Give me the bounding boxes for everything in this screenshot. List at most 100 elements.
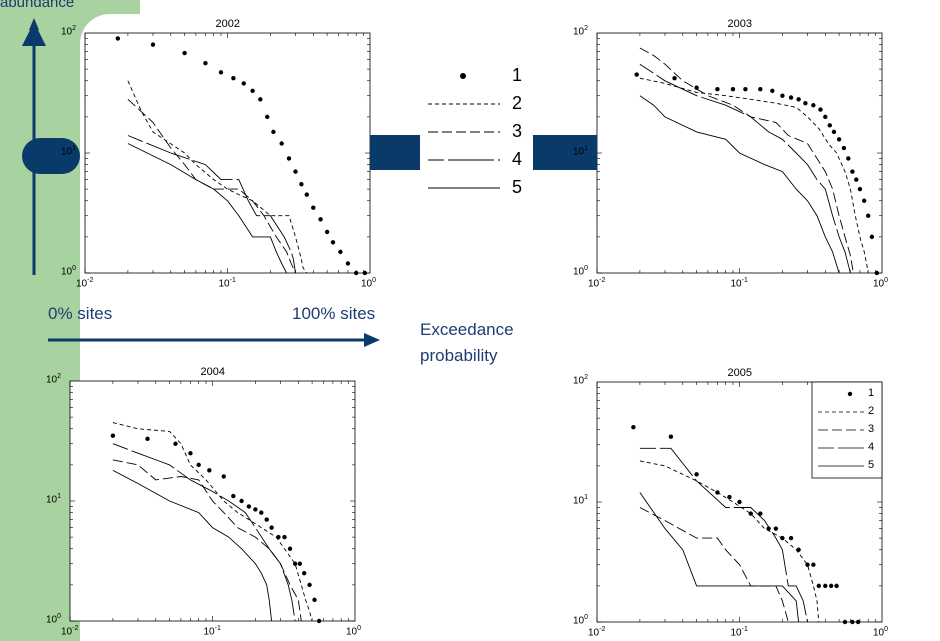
series-1-point bbox=[110, 433, 116, 438]
series-1-point bbox=[730, 87, 736, 92]
legend-dot bbox=[847, 391, 853, 397]
tick-base: 10 bbox=[46, 614, 58, 626]
panel-title-2002: 2002 bbox=[215, 18, 240, 30]
series-1-point bbox=[188, 451, 193, 456]
series-1-point bbox=[304, 192, 309, 197]
series-1-point bbox=[264, 517, 269, 522]
tick-base: 10 bbox=[218, 278, 230, 290]
tick-base: 10 bbox=[76, 278, 88, 290]
exceedance-label-line2: probability bbox=[420, 346, 498, 365]
x-tick-label: 10-2 bbox=[61, 625, 78, 637]
series-1-point bbox=[874, 270, 880, 276]
series-1-point bbox=[803, 101, 808, 106]
tick-base: 10 bbox=[873, 278, 885, 290]
series-1-point bbox=[842, 619, 848, 625]
plot-frame bbox=[84, 32, 371, 274]
series-1-point bbox=[312, 597, 317, 603]
abundance-arrow-head bbox=[29, 18, 39, 30]
y-tick-label: 102 bbox=[61, 25, 76, 37]
series-1-point bbox=[271, 129, 276, 135]
tick-base: 10 bbox=[573, 495, 585, 507]
panel-title-2005: 2005 bbox=[727, 367, 752, 379]
x-tick-label: 10-1 bbox=[219, 277, 236, 289]
tick-exp: 0 bbox=[884, 277, 889, 284]
series-1-point bbox=[823, 114, 828, 120]
tick-base: 10 bbox=[573, 375, 585, 387]
tick-base: 10 bbox=[61, 626, 73, 638]
series-1-point bbox=[218, 70, 224, 75]
hundred-percent-sites-label: 100% sites bbox=[292, 304, 376, 323]
tick-exp: -2 bbox=[72, 625, 79, 632]
series-1-point bbox=[115, 36, 121, 41]
series-1-point bbox=[841, 145, 847, 151]
annotation-arrows bbox=[22, 18, 597, 347]
legend-label-3: 3 bbox=[512, 121, 523, 141]
series-1-point bbox=[311, 205, 316, 210]
x-tick-label: 10-1 bbox=[731, 626, 748, 638]
series-1-point bbox=[758, 511, 763, 516]
series-4-line bbox=[639, 63, 851, 274]
tick-base: 10 bbox=[588, 278, 600, 290]
x-tick-label: 100 bbox=[873, 626, 888, 638]
tick-exp: -2 bbox=[87, 277, 94, 284]
chart-panel-2002 bbox=[84, 32, 371, 276]
legend-label-3: 3 bbox=[868, 423, 875, 435]
tick-base: 10 bbox=[46, 374, 58, 386]
series-1-point bbox=[737, 499, 742, 505]
series-5-line bbox=[127, 143, 287, 274]
navy-blob-center bbox=[370, 135, 420, 170]
legend-label-1: 1 bbox=[512, 65, 523, 85]
tick-exp: 2 bbox=[57, 373, 62, 380]
chart-panels bbox=[69, 32, 883, 625]
series-1-point bbox=[634, 72, 639, 77]
series-1-point bbox=[362, 270, 368, 276]
zero-percent-sites-label: 0% sites bbox=[48, 304, 113, 323]
series-1-point bbox=[239, 498, 244, 504]
legend-label-4: 4 bbox=[512, 149, 523, 169]
series-1-point bbox=[265, 114, 270, 120]
tick-base: 10 bbox=[361, 278, 373, 290]
chart-panel-2004 bbox=[69, 380, 356, 624]
series-1-point bbox=[297, 561, 303, 566]
series-5-line bbox=[639, 492, 800, 623]
series-1-point bbox=[241, 81, 246, 86]
series-1-point bbox=[869, 234, 875, 240]
series-1-point bbox=[834, 583, 839, 589]
exceedance-label-line1: Exceedance bbox=[420, 320, 514, 339]
tick-exp: 2 bbox=[584, 374, 589, 381]
y-tick-label: 100 bbox=[61, 265, 76, 277]
tick-exp: 0 bbox=[884, 626, 889, 633]
series-1-point bbox=[330, 240, 336, 245]
tick-base: 10 bbox=[573, 26, 585, 38]
legend bbox=[428, 73, 883, 479]
series-1-point bbox=[353, 270, 359, 276]
tick-base: 10 bbox=[203, 626, 215, 638]
series-1-point bbox=[773, 526, 779, 531]
y-tick-label: 101 bbox=[573, 145, 588, 157]
series-1-point bbox=[269, 525, 274, 530]
x-tick-label: 100 bbox=[361, 277, 376, 289]
series-1-point bbox=[816, 583, 821, 589]
series-2-line bbox=[112, 422, 313, 622]
series-1-point bbox=[811, 562, 816, 567]
tick-base: 10 bbox=[588, 627, 600, 639]
series-1-point bbox=[253, 507, 258, 512]
series-4-line bbox=[112, 443, 296, 622]
series-1-point bbox=[150, 42, 156, 47]
y-tick-label: 100 bbox=[573, 614, 588, 626]
x-tick-label: 10-1 bbox=[204, 625, 221, 637]
x-tick-label: 10-2 bbox=[588, 626, 605, 638]
series-1-point bbox=[788, 535, 794, 541]
series-3-line bbox=[639, 507, 789, 623]
series-5-line bbox=[639, 95, 840, 274]
tick-base: 10 bbox=[573, 266, 585, 278]
y-tick-label: 100 bbox=[573, 265, 588, 277]
tick-exp: 1 bbox=[584, 494, 589, 501]
tick-exp: -1 bbox=[741, 626, 748, 633]
tick-exp: 2 bbox=[72, 25, 77, 32]
series-1-point bbox=[861, 198, 867, 203]
tick-base: 10 bbox=[46, 494, 58, 506]
legend-label-5: 5 bbox=[868, 459, 875, 471]
series-1-point bbox=[694, 472, 699, 477]
series-3-line bbox=[127, 98, 296, 274]
